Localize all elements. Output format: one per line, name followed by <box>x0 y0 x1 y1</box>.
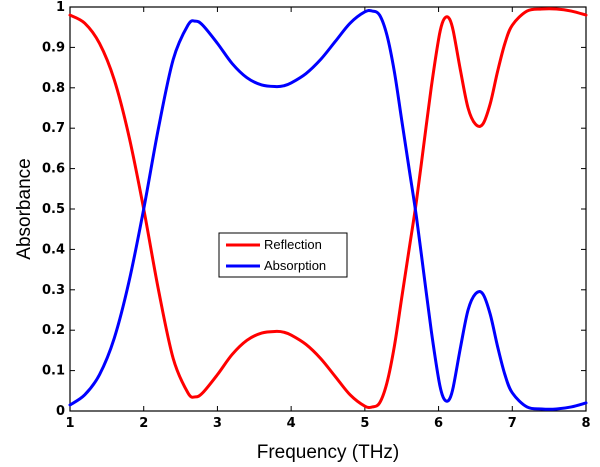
x-axis-label: Frequency (THz) <box>257 442 400 463</box>
x-tick-label: 4 <box>287 416 296 431</box>
y-tick-label: 0.5 <box>42 202 65 217</box>
x-tick-label: 8 <box>581 416 590 431</box>
y-axis-label: Absorbance <box>14 158 35 259</box>
plot-frame <box>69 6 587 412</box>
x-tick-label: 5 <box>360 416 369 431</box>
x-tick-label: 7 <box>508 416 517 431</box>
legend-label-reflection: Reflection <box>264 237 322 252</box>
y-tick-label: 0.3 <box>42 283 65 298</box>
x-tick-label: 3 <box>213 416 222 431</box>
y-tick-label: 0.6 <box>42 162 65 177</box>
series-lines <box>68 7 588 411</box>
x-tick-label: 6 <box>434 416 443 431</box>
y-tick-label: 0.4 <box>42 242 65 257</box>
y-tick-label: 0.1 <box>42 364 65 379</box>
y-tick-label: 0.7 <box>42 121 65 136</box>
y-tick-label: 0.2 <box>42 323 65 338</box>
legend: Reflection Absorption <box>218 232 348 278</box>
y-tick-label: 0 <box>56 404 65 419</box>
x-tick-label: 2 <box>139 416 148 431</box>
y-tick-label: 1 <box>56 0 65 15</box>
legend-label-absorption: Absorption <box>264 258 326 273</box>
y-tick-label: 0.9 <box>42 40 65 55</box>
y-axis-ticks: 0 0.1 0.2 0.3 0.4 0.5 0.6 0.7 0.8 0.9 1 <box>42 0 586 419</box>
series-line-reflection <box>68 7 588 410</box>
x-tick-label: 1 <box>65 416 74 431</box>
legend-box <box>218 232 348 278</box>
x-axis-ticks: 1 2 3 4 5 6 7 8 <box>65 7 591 431</box>
series-line-absorption <box>68 8 588 411</box>
y-tick-label: 0.8 <box>42 81 65 96</box>
